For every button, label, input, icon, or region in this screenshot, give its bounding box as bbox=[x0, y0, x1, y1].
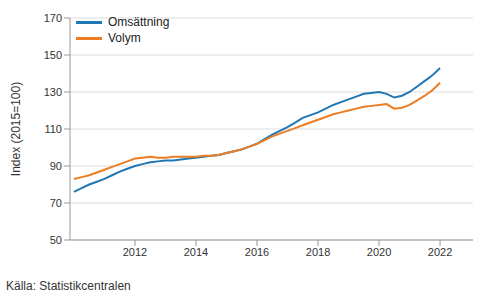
svg-text:150: 150 bbox=[44, 49, 62, 61]
svg-text:130: 130 bbox=[44, 86, 62, 98]
svg-text:50: 50 bbox=[50, 234, 62, 246]
svg-text:2016: 2016 bbox=[245, 246, 269, 258]
svg-text:2022: 2022 bbox=[428, 246, 452, 258]
svg-text:90: 90 bbox=[50, 160, 62, 172]
svg-text:70: 70 bbox=[50, 197, 62, 209]
svg-text:170: 170 bbox=[44, 12, 62, 24]
html-text:Volym: Volym bbox=[108, 31, 141, 45]
svg-text:2020: 2020 bbox=[367, 246, 391, 258]
svg-text:Index (2015=100): Index (2015=100) bbox=[9, 82, 23, 176]
svg-text:110: 110 bbox=[44, 123, 62, 135]
svg-text:2012: 2012 bbox=[123, 246, 147, 258]
svg-text:2018: 2018 bbox=[306, 246, 330, 258]
html-text:Källa: Statistikcentralen: Källa: Statistikcentralen bbox=[6, 279, 131, 293]
svg-text:2014: 2014 bbox=[184, 246, 208, 258]
html-text:Omsättning: Omsättning bbox=[108, 15, 170, 29]
